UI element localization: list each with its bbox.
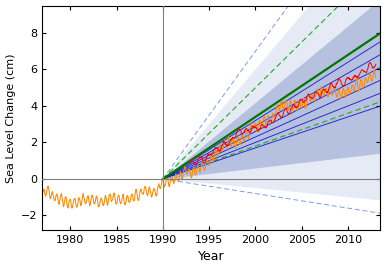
Y-axis label: Sea Level Change (cm): Sea Level Change (cm) xyxy=(5,53,15,183)
X-axis label: Year: Year xyxy=(198,250,225,263)
